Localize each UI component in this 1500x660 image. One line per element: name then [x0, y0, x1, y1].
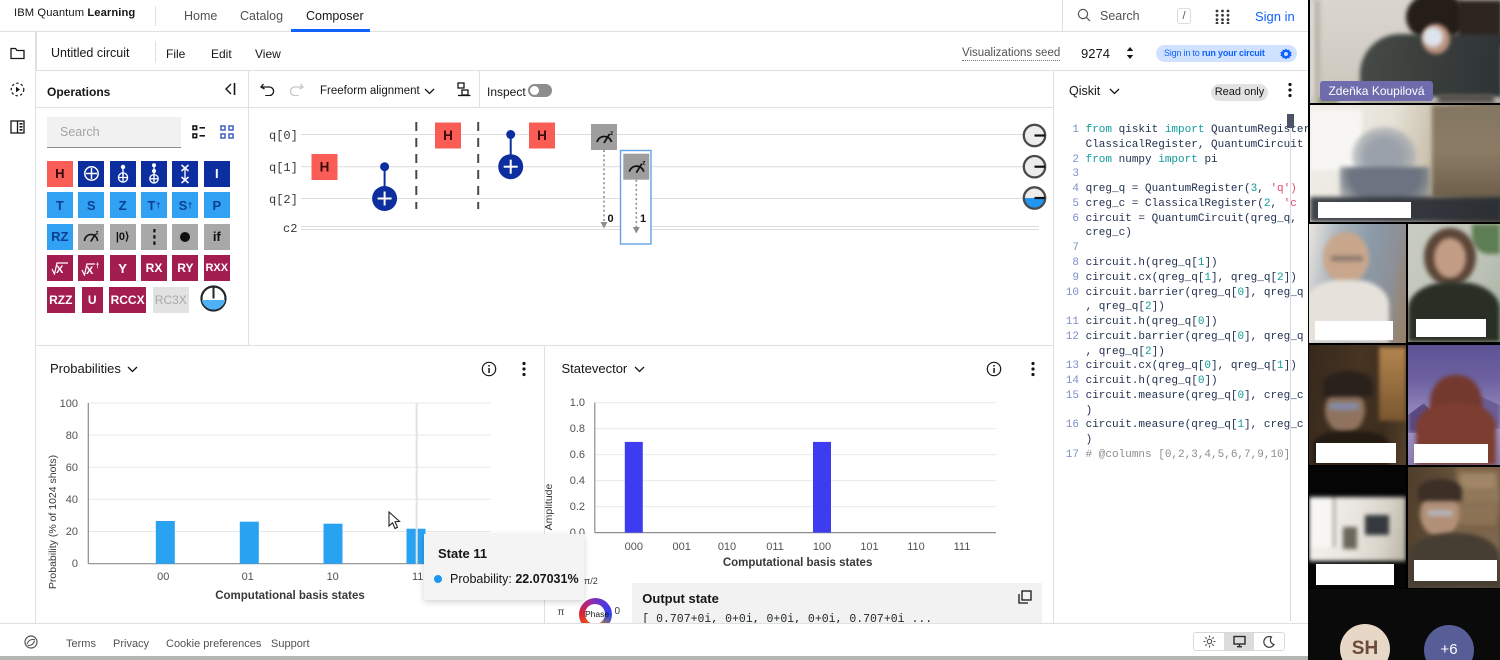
svg-text:010: 010: [717, 541, 735, 553]
svg-text:100: 100: [812, 541, 830, 553]
svg-text:X: X: [56, 264, 64, 275]
svg-text:110: 110: [907, 541, 925, 553]
svg-text:000: 000: [624, 541, 642, 553]
svg-text:80: 80: [66, 430, 78, 442]
svg-text:111: 111: [953, 541, 970, 553]
svg-text:z: z: [642, 160, 646, 167]
svg-text:0.4: 0.4: [569, 475, 584, 487]
svg-text:1: 1: [640, 213, 646, 225]
svg-text:00: 00: [157, 571, 169, 583]
svg-text:X: X: [86, 265, 94, 276]
svg-text:z: z: [96, 230, 99, 236]
svg-text:q[1]: q[1]: [269, 161, 298, 175]
svg-text:H: H: [443, 128, 453, 143]
svg-text:101: 101: [860, 541, 878, 553]
svg-text:100: 100: [60, 398, 78, 410]
svg-text:40: 40: [66, 494, 78, 506]
svg-text:Computational basis states: Computational basis states: [215, 590, 365, 602]
svg-text:c2: c2: [283, 222, 297, 236]
svg-text:0.8: 0.8: [569, 423, 584, 435]
svg-text:0: 0: [72, 558, 78, 570]
svg-text:0.2: 0.2: [569, 501, 584, 513]
svg-text:0: 0: [608, 213, 614, 225]
svg-text:H: H: [320, 160, 330, 175]
svg-text:11: 11: [412, 571, 423, 583]
svg-text:001: 001: [672, 541, 690, 553]
svg-text:10: 10: [327, 571, 339, 583]
svg-text:20: 20: [66, 526, 78, 538]
svg-text:1.0: 1.0: [569, 397, 584, 409]
svg-text:0.6: 0.6: [569, 449, 584, 461]
svg-text:01: 01: [242, 571, 254, 583]
svg-text:z: z: [610, 130, 614, 137]
svg-text:Amplitude: Amplitude: [545, 484, 555, 531]
svg-text:q[0]: q[0]: [269, 129, 298, 143]
svg-text:Computational basis states: Computational basis states: [722, 557, 872, 569]
svg-text:H: H: [537, 128, 547, 143]
svg-text:60: 60: [66, 462, 78, 474]
svg-text:q[2]: q[2]: [269, 193, 298, 207]
svg-text:†: †: [96, 263, 100, 270]
svg-text:Probability (% of 1024 shots): Probability (% of 1024 shots): [47, 455, 59, 589]
svg-text:011: 011: [766, 541, 784, 553]
